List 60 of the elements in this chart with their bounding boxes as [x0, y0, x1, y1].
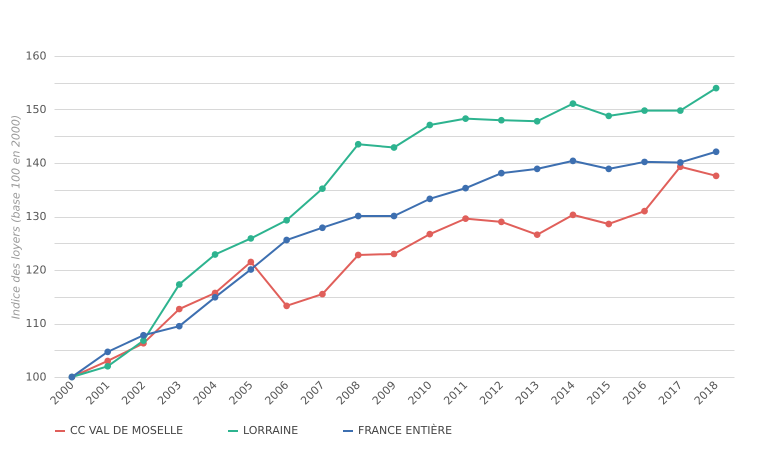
- point: [605, 166, 612, 172]
- point: [605, 220, 612, 228]
- point: [426, 230, 434, 238]
- point: [176, 322, 183, 330]
- point: [426, 196, 434, 202]
- point: [498, 170, 505, 177]
- point: [176, 281, 183, 288]
- point: [498, 218, 505, 226]
- point: [354, 212, 362, 220]
- point: [641, 107, 648, 114]
- point: [570, 158, 576, 164]
- y-tick-label: 130: [26, 210, 46, 223]
- y-tick-label: 110: [26, 317, 46, 330]
- legend-label: LORRAINE: [243, 424, 298, 437]
- point: [212, 294, 218, 301]
- point: [605, 112, 612, 120]
- point: [676, 107, 684, 114]
- point: [247, 266, 254, 273]
- point: [712, 172, 720, 180]
- point: [534, 231, 541, 238]
- y-tick-label: 120: [26, 264, 46, 276]
- y-tick-label: 160: [26, 50, 46, 62]
- point: [676, 159, 684, 166]
- point: [534, 118, 541, 125]
- point: [570, 100, 576, 107]
- point: [641, 158, 648, 166]
- point: [212, 251, 218, 258]
- point: [104, 348, 112, 356]
- legend-label: FRANCE ENTIÈRE: [358, 423, 452, 437]
- point: [354, 140, 362, 148]
- point: [641, 208, 648, 214]
- point: [390, 144, 398, 151]
- point: [570, 212, 576, 218]
- point: [283, 302, 290, 310]
- point: [462, 215, 469, 222]
- point: [354, 252, 362, 258]
- y-tick-label: 150: [26, 103, 46, 116]
- point: [319, 224, 326, 232]
- point: [712, 148, 720, 156]
- point: [462, 115, 469, 122]
- point: [247, 235, 254, 242]
- point: [390, 212, 398, 220]
- point: [176, 306, 183, 312]
- y-tick-label: 100: [26, 370, 46, 384]
- point: [140, 332, 147, 339]
- point: [390, 250, 398, 258]
- point: [462, 184, 469, 192]
- legend-label: CC VAL DE MOSELLE: [70, 424, 184, 437]
- y-tick-label: 140: [26, 156, 46, 170]
- point: [534, 166, 541, 172]
- point: [104, 362, 112, 370]
- point: [283, 236, 290, 244]
- point: [247, 258, 254, 266]
- point: [319, 185, 326, 192]
- point: [712, 84, 720, 92]
- point: [498, 116, 505, 124]
- point: [319, 290, 326, 298]
- point: [426, 122, 434, 128]
- point: [283, 216, 290, 224]
- y-axis-title: Indice des loyers (base 100 en 2000): [10, 114, 23, 320]
